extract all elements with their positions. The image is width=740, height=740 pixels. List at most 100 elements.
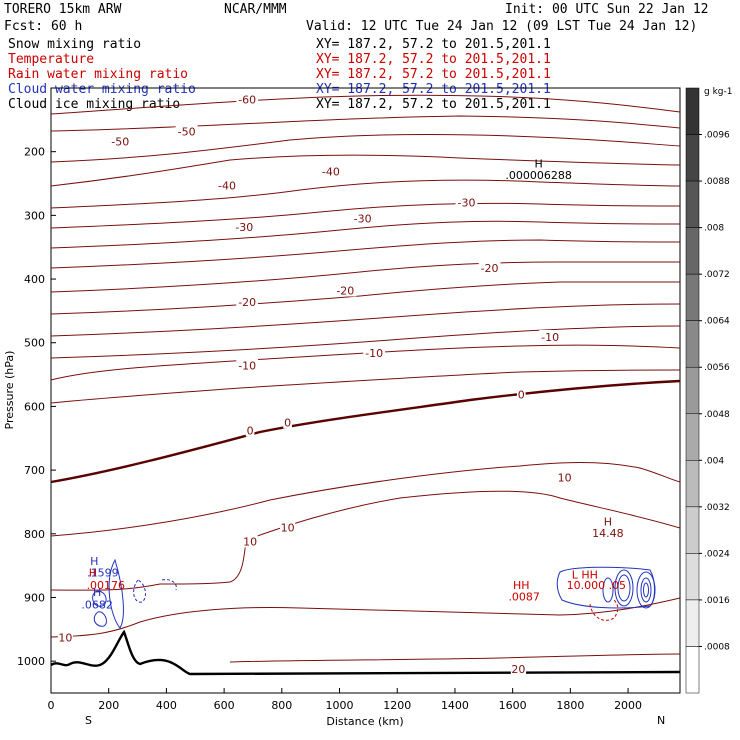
legend-label-cloud-water: Cloud water mixing ratio [8,82,196,97]
extremum-annotation: L HH [572,568,598,581]
isotherm-line [50,202,681,229]
contour-label-bg [236,358,259,372]
extremum-annotation: H [89,566,97,579]
contour-label-bg [556,470,573,484]
colorbar-tick-label: .0072 [704,270,730,280]
colorbar-swatch [685,87,700,135]
contour-label-bg [455,195,478,209]
cloud-water-contour [617,574,631,602]
contour-label-bg [245,423,255,437]
y-tick-label: 600 [24,400,45,413]
isotherm-line [50,369,681,404]
cloud-water-contour [602,577,614,603]
contour-label: -30 [354,213,372,226]
contour-label-bg [319,164,342,178]
x-tick-label: 600 [214,699,235,712]
isotherm-line [229,653,681,663]
terrain-line [50,629,681,676]
isotherm-zero-line [50,379,681,484]
contour-label: -50 [111,135,129,148]
contour-label-bg [216,178,238,192]
isotherm-line [50,325,681,359]
x-tick-label: 2000 [614,699,642,712]
extremum-annotation: 10.000 .05 [567,579,626,592]
contour-label: -60 [238,93,256,106]
contour-label: 10 [243,535,257,548]
isotherm-line [50,303,681,337]
y-axis-title: Pressure (hPa) [3,351,16,430]
colorbar-tick-label: .0088 [704,177,730,187]
cloud-water-contour [133,579,146,603]
model-title: TORERO 15km ARW [4,2,122,17]
isotherm-line [50,281,680,315]
contour-label-bg [242,534,258,548]
colorbar-swatch [685,506,700,554]
contour-label-bg [175,124,198,138]
colorbar-tick-label: .0032 [704,503,730,513]
contour-label-bg [539,330,562,344]
isotherm-line [50,597,681,638]
legend-label-snow: Snow mixing ratio [8,37,141,52]
cloud-water-contours [92,558,656,629]
y-tick-label: 200 [24,146,45,159]
x-tick-label: 800 [271,699,292,712]
legend-xy-rain: XY= 187.2, 57.2 to 201.5,201.1 [316,67,551,82]
contour-labels: -60 -50 -50 -40 -40 -30 -30 -30 -20 -20 -20 -10 -10 -… [57,92,573,676]
colorbar-tick-label: .0016 [704,596,730,606]
cloud-water-contour [93,611,107,627]
isotherm-line [50,179,681,209]
extremum-annotation: .0087 [508,591,540,604]
x-tick-label: 0 [48,699,55,712]
isotherm-line [50,261,680,293]
cloud-water-contour [640,577,652,603]
x-tick-label: 1200 [383,699,411,712]
contour-label-bg [517,387,526,401]
colorbar-unit: g kg-1 [704,87,732,97]
colorbar-swatch [685,413,700,461]
colorbar-tick-label: .0008 [704,642,730,652]
contour-label: -40 [218,179,236,192]
org-title: NCAR/MMM [224,2,287,17]
colorbar-tick-label: .0024 [704,549,730,559]
extremum-annotation: .1599 [87,566,119,579]
contour-label: -10 [238,360,256,373]
legend-label-cloud-ice: Cloud ice mixing ratio [8,97,180,112]
y-tick-label: 400 [24,273,45,286]
isotherm-line [50,462,681,537]
colorbar-swatch [685,460,700,508]
x-tick-label: 1000 [326,699,354,712]
contour-label-bg [510,661,527,675]
colorbar-tick-label: .0056 [704,363,730,373]
rain-water-contour [589,599,619,621]
extremum-annotation: 14.48 [592,527,624,540]
colorbar-swatch [685,366,700,415]
cloud-water-contour [161,579,177,591]
isotherm-line [50,115,681,132]
contour-label-bg [279,520,296,534]
south-label: S [85,714,92,727]
colorbar: g kg-1 .0096 .0088 .008 .0072 .0064 .0056 .004… [685,87,732,694]
forecast-hour: Fcst: 60 h [4,19,82,34]
contour-label: -20 [238,296,256,309]
contour-label-bg [233,219,256,233]
extremum-annotation: .000006288 [505,169,571,182]
extremum-annotation: H [604,516,612,529]
y-tick-label: 900 [24,591,45,604]
colorbar-tick-label: .004 [704,456,724,466]
colorbar-tick-label: .008 [704,224,724,234]
y-axis-ticks: 200 300 400 500 600 700 800 900 1000 [17,146,56,668]
colorbar-swatch [685,320,700,368]
contour-label: 10 [281,521,295,534]
contour-label-bg [283,415,292,429]
contour-label: 20 [511,663,525,676]
north-label: N [657,714,665,727]
contour-label-bg [236,294,259,308]
isotherm-line [50,94,681,115]
valid-time: Valid: 12 UTC Tue 24 Jan 12 (09 LST Tue … [306,19,697,34]
cloud-water-contour [636,571,656,609]
contour-label-bg [236,92,259,106]
contour-label: 10 [558,472,572,485]
contour-label-bg [478,261,501,275]
x-tick-label: 1400 [441,699,469,712]
colorbar-swatch [685,134,700,182]
